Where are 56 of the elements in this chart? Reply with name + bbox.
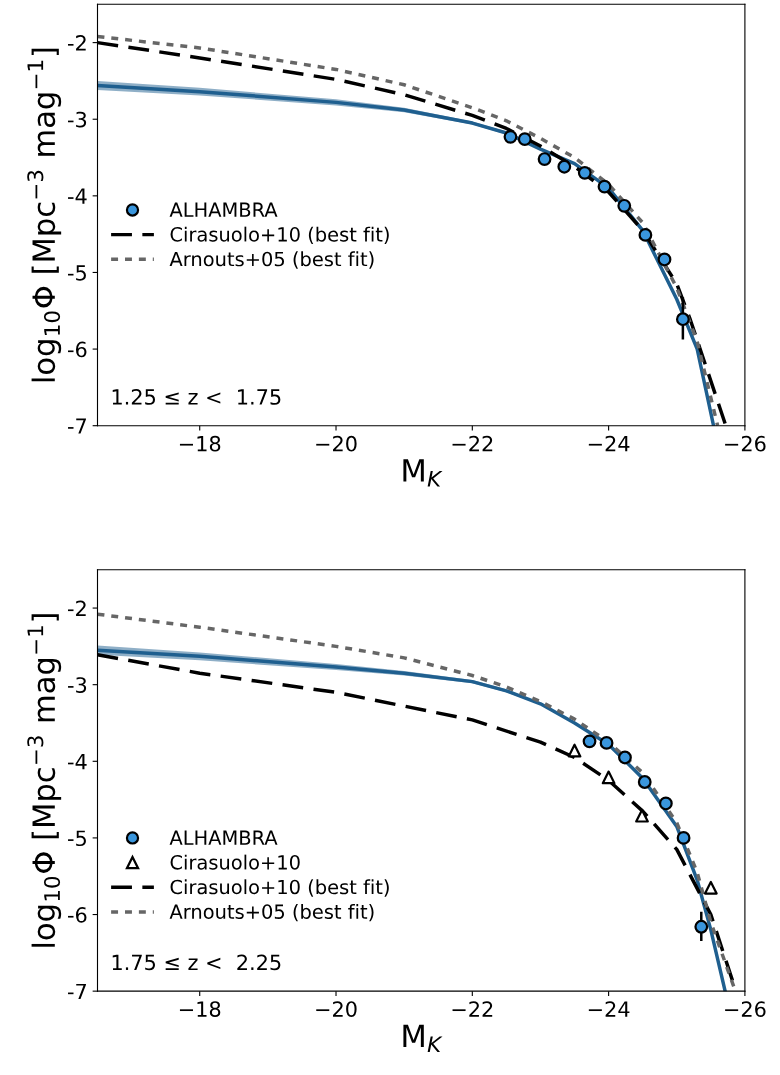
point	[557, 159, 572, 174]
x-tick-label: −22	[452, 435, 493, 452]
point	[675, 312, 690, 327]
x-tick-label: −20	[316, 435, 357, 452]
y-tick-label: -4	[68, 188, 87, 204]
y-tick-label: -2	[68, 600, 86, 616]
y-axis-title: log$_{10}$Φ [Mpc$^{−3}$ mag$^{−1}$]	[27, 48, 62, 382]
x-tick-label: −24	[588, 1001, 630, 1017]
legend-label: Cirasuolo+10 (best fit)	[170, 879, 389, 897]
point	[577, 165, 592, 180]
point	[597, 179, 612, 194]
annotation: 1.25 ≤ z < 1.75	[112, 389, 281, 405]
point	[618, 750, 632, 765]
x-axis-title: M$_{K}$	[403, 459, 443, 487]
y-tick-label: -6	[68, 906, 87, 923]
point	[703, 880, 718, 895]
point	[658, 796, 673, 811]
y-tick-label: -4	[68, 754, 87, 770]
point	[517, 132, 532, 147]
y-tick-label: -7	[68, 418, 86, 434]
point	[537, 152, 552, 166]
point	[694, 919, 709, 934]
point	[635, 808, 649, 823]
y-tick-label: -3	[68, 111, 87, 128]
point	[582, 734, 597, 749]
x-tick-label: −18	[179, 435, 221, 452]
y-axis-title: log$_{10}$Φ [Mpc$^{−3}$ mag$^{−1}$]	[27, 614, 62, 947]
legend-label: Cirasuolo+10	[170, 854, 300, 870]
point	[617, 198, 632, 213]
annotation: 1.75 ≤ z < 2.25	[112, 954, 281, 971]
x-tick-label: −24	[588, 435, 630, 452]
y-tick-label: -2	[68, 35, 86, 51]
point	[503, 129, 518, 144]
y-tick-label: -5	[68, 830, 86, 847]
point	[638, 228, 653, 242]
x-tick-label: −22	[452, 1001, 493, 1017]
point	[676, 830, 691, 845]
legend-label: ALHAMBRA	[169, 830, 278, 845]
legend-label: ALHAMBRA	[169, 202, 278, 217]
point	[637, 775, 652, 789]
y-tick-label: -3	[68, 677, 87, 693]
x-axis-title: M$_{K}$	[403, 1024, 443, 1053]
legend-label: Arnouts+05 (best fit)	[169, 903, 374, 922]
point	[601, 770, 616, 785]
x-tick-label: −26	[725, 435, 766, 452]
x-tick-label: −18	[179, 1001, 221, 1017]
point	[567, 743, 582, 758]
x-tick-label: −26	[725, 1001, 766, 1017]
legend-label: Arnouts+05 (best fit)	[169, 251, 374, 269]
point	[599, 735, 614, 750]
y-tick-label: -7	[68, 983, 86, 1000]
y-tick-label: -6	[68, 341, 87, 358]
x-tick-label: −20	[316, 1001, 357, 1017]
point	[657, 252, 672, 267]
legend-label: Cirasuolo+10 (best fit)	[170, 226, 389, 244]
y-tick-label: -5	[68, 265, 86, 281]
